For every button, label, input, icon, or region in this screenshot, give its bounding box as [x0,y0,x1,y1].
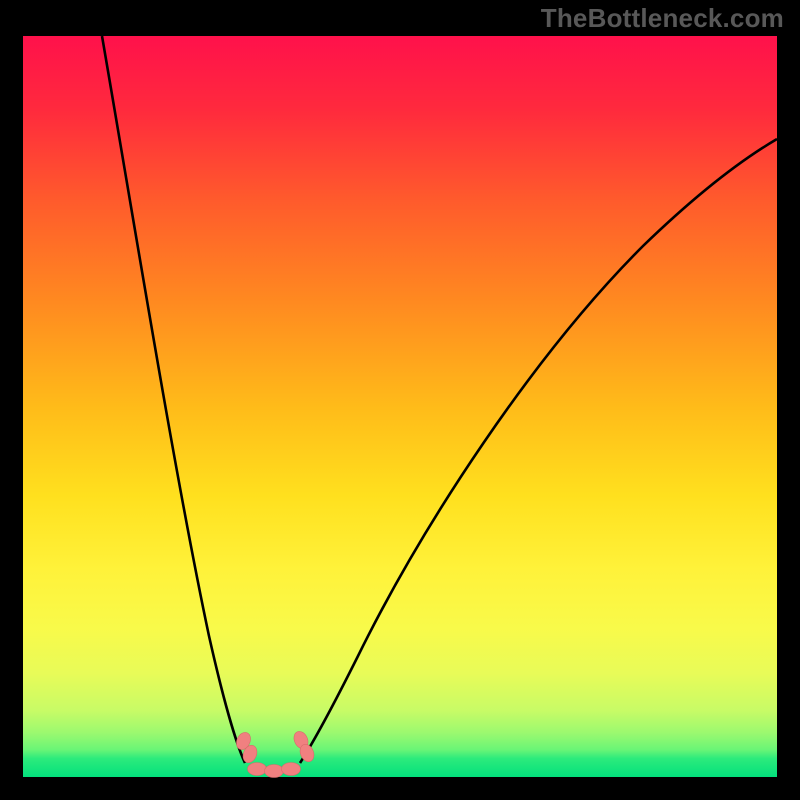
curve-marker [265,765,284,778]
gradient-background [23,36,777,777]
bottleneck-chart-canvas: TheBottleneck.com [0,0,800,800]
bottleneck-curves [23,36,777,777]
watermark-text: TheBottleneck.com [541,3,784,34]
chart-plot-area [23,36,777,777]
curve-marker [248,763,267,776]
curve-marker [282,763,301,776]
